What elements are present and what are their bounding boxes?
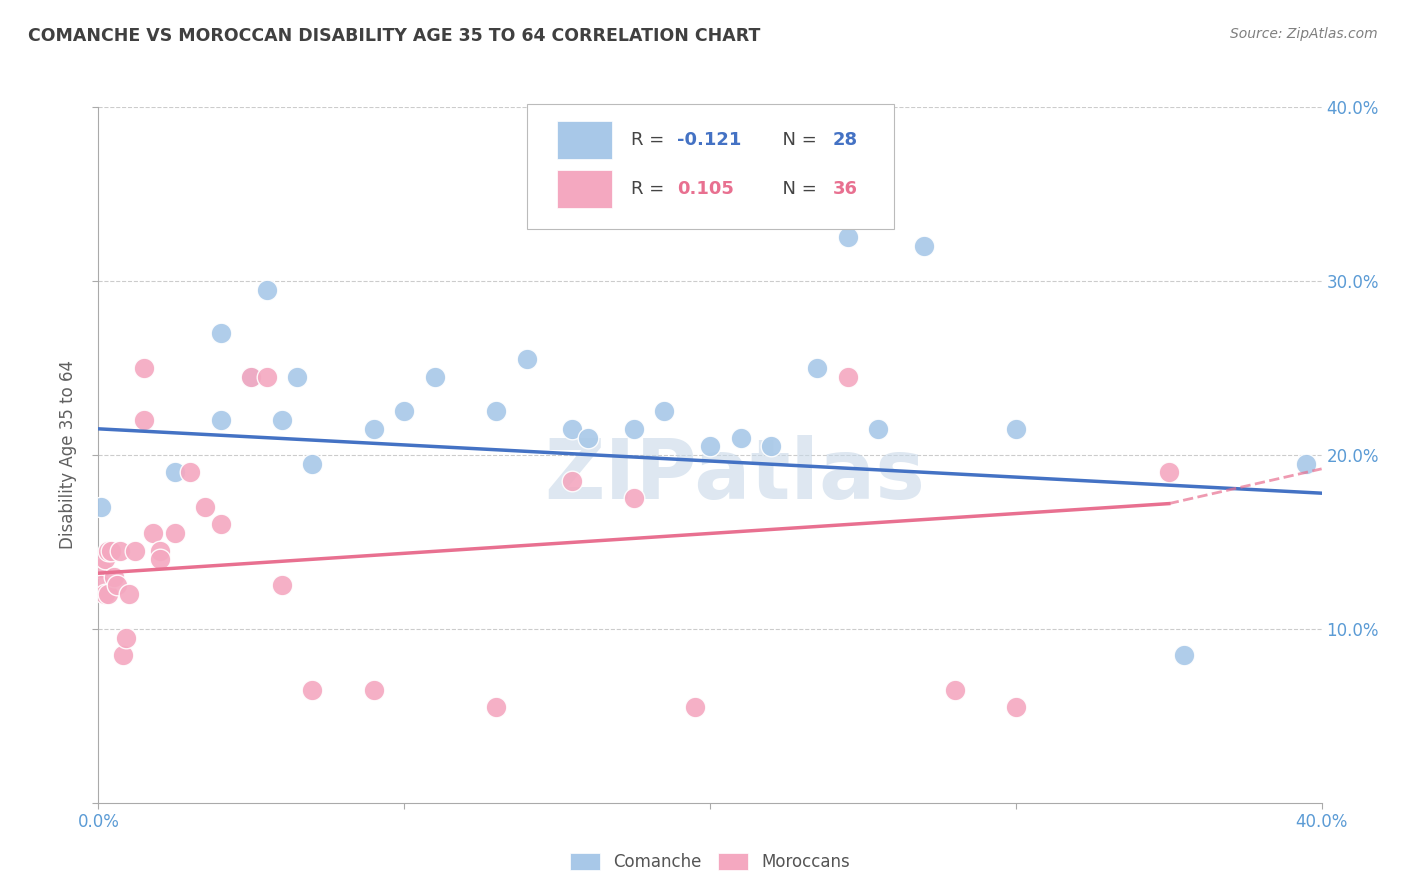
Text: N =: N =	[772, 180, 823, 198]
Point	[730, 431, 752, 445]
Point	[623, 491, 645, 506]
Point	[97, 543, 120, 558]
Point	[115, 631, 138, 645]
Point	[124, 543, 146, 558]
Point	[142, 526, 165, 541]
Point	[1004, 422, 1026, 436]
Point	[485, 700, 508, 714]
Point	[111, 648, 134, 662]
Y-axis label: Disability Age 35 to 64: Disability Age 35 to 64	[59, 360, 77, 549]
Point	[134, 360, 156, 375]
Point	[561, 422, 583, 436]
Point	[652, 404, 675, 418]
Point	[759, 439, 782, 453]
Point	[423, 369, 446, 384]
Point	[837, 230, 859, 244]
FancyBboxPatch shape	[526, 103, 894, 229]
Point	[90, 578, 112, 592]
Point	[179, 466, 201, 480]
Text: ZIPatlas: ZIPatlas	[544, 435, 925, 516]
Point	[285, 369, 308, 384]
Text: R =: R =	[630, 131, 669, 150]
Text: 28: 28	[832, 131, 858, 150]
Point	[93, 587, 115, 601]
Point	[270, 413, 292, 427]
Point	[149, 552, 172, 566]
Point	[561, 474, 583, 488]
Point	[699, 439, 721, 453]
Point	[163, 466, 186, 480]
Point	[623, 422, 645, 436]
Point	[943, 682, 966, 697]
Point	[868, 422, 890, 436]
Point	[912, 239, 935, 253]
Point	[209, 413, 232, 427]
Point	[1173, 648, 1195, 662]
Point	[100, 543, 122, 558]
Point	[93, 552, 115, 566]
Text: 0.105: 0.105	[678, 180, 734, 198]
Point	[270, 578, 292, 592]
Text: N =: N =	[772, 131, 823, 150]
Point	[806, 360, 828, 375]
Point	[163, 526, 186, 541]
FancyBboxPatch shape	[557, 121, 612, 159]
Point	[105, 578, 128, 592]
Text: 36: 36	[832, 180, 858, 198]
Point	[90, 500, 112, 514]
Point	[209, 517, 232, 532]
Point	[97, 587, 120, 601]
Point	[90, 561, 112, 575]
Point	[149, 543, 172, 558]
Legend: Comanche, Moroccans: Comanche, Moroccans	[564, 847, 856, 878]
Text: COMANCHE VS MOROCCAN DISABILITY AGE 35 TO 64 CORRELATION CHART: COMANCHE VS MOROCCAN DISABILITY AGE 35 T…	[28, 27, 761, 45]
FancyBboxPatch shape	[557, 169, 612, 208]
Point	[576, 431, 599, 445]
Point	[837, 369, 859, 384]
Point	[516, 352, 538, 367]
Text: -0.121: -0.121	[678, 131, 741, 150]
Point	[1157, 466, 1180, 480]
Point	[108, 543, 131, 558]
Point	[103, 570, 125, 584]
Text: R =: R =	[630, 180, 669, 198]
Point	[363, 682, 385, 697]
Point	[1004, 700, 1026, 714]
Point	[240, 369, 263, 384]
Point	[683, 700, 706, 714]
Point	[485, 404, 508, 418]
Point	[194, 500, 217, 514]
Point	[1295, 457, 1317, 471]
Point	[301, 682, 323, 697]
Text: Source: ZipAtlas.com: Source: ZipAtlas.com	[1230, 27, 1378, 41]
Point	[240, 369, 263, 384]
Point	[209, 326, 232, 340]
Point	[118, 587, 141, 601]
Point	[256, 369, 278, 384]
Point	[134, 413, 156, 427]
Point	[363, 422, 385, 436]
Point	[256, 283, 278, 297]
Point	[301, 457, 323, 471]
Point	[392, 404, 416, 418]
